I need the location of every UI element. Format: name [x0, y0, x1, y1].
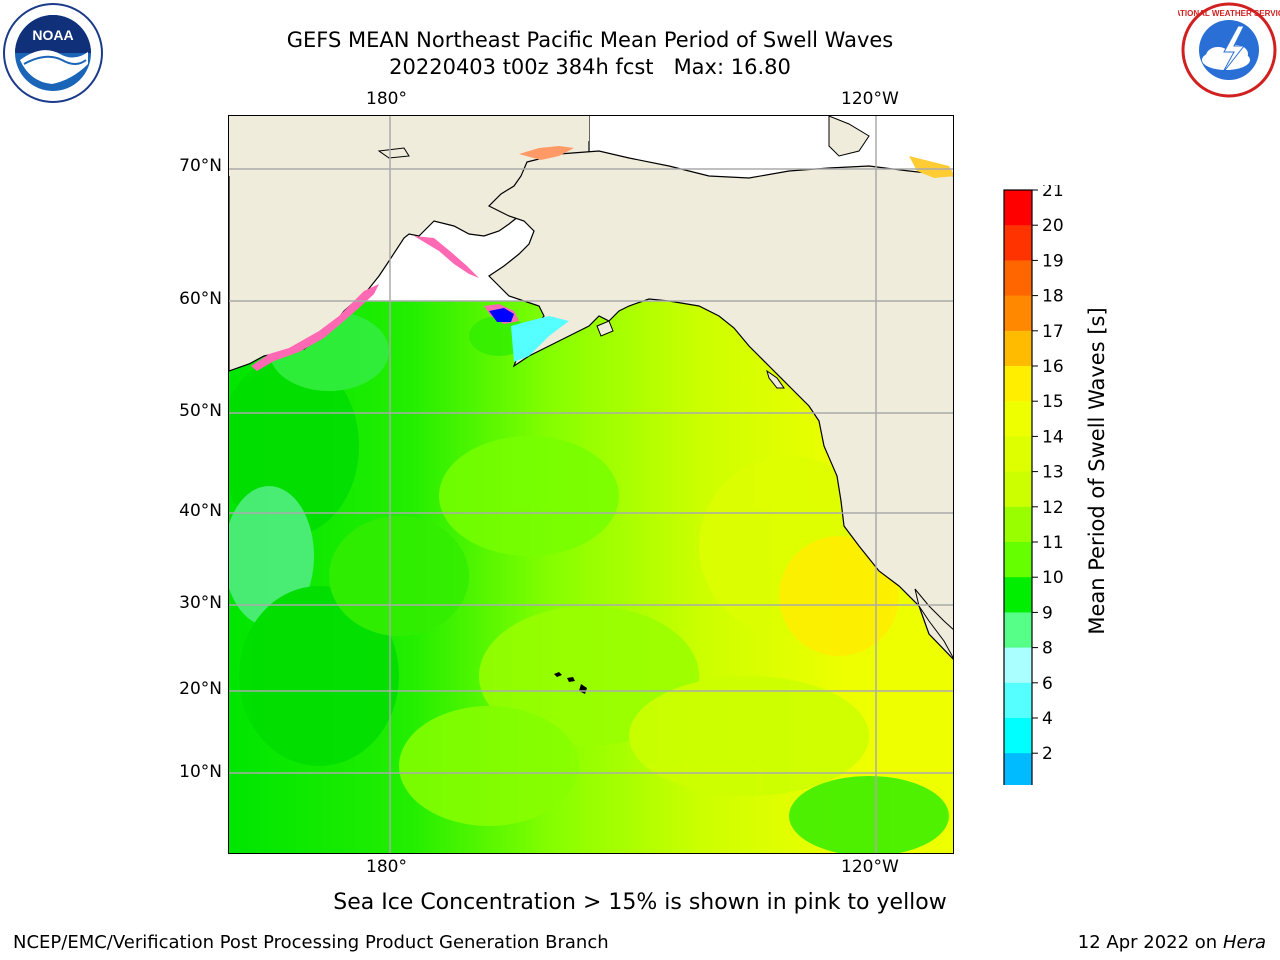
colorbar-bin	[1004, 577, 1032, 613]
colorbar-tick-label: 20	[1042, 216, 1064, 236]
colorbar-bin	[1004, 506, 1032, 543]
land-arctic-islands	[377, 116, 870, 159]
colorbar-label: Mean Period of Swell Waves [s]	[1085, 307, 1109, 635]
colorbar-tick-label: 13	[1042, 463, 1064, 483]
colorbar-bin	[1004, 682, 1032, 719]
lat-label-20n: 20°N	[179, 679, 222, 699]
lat-label-60n: 60°N	[179, 289, 222, 309]
sea-ice-note: Sea Ice Concentration > 15% is shown in …	[333, 890, 947, 915]
colorbar-tick-label: 16	[1042, 357, 1064, 377]
colorbar-bin	[1004, 612, 1032, 649]
swell-period-patches	[229, 311, 949, 853]
graticule	[229, 116, 953, 853]
colorbar-tick-label: 18	[1042, 287, 1064, 307]
colorbar-tick-label: 11	[1042, 533, 1064, 553]
colorbar-bin	[1004, 436, 1032, 473]
colorbar-tick-label: 15	[1042, 392, 1064, 412]
colorbar-bin	[1004, 330, 1032, 367]
colorbar-bin	[1004, 542, 1032, 578]
chart-title: GEFS MEAN Northeast Pacific Mean Period …	[286, 28, 894, 52]
colorbar-bin	[1004, 647, 1032, 684]
lat-label-40n: 40°N	[179, 501, 222, 521]
colorbar-tick-label: 6	[1042, 674, 1053, 694]
lat-label-30n: 30°N	[179, 593, 222, 613]
lat-label-50n: 50°N	[179, 401, 222, 421]
lon-label-top-180: 180°	[366, 89, 407, 109]
colorbar-bin	[1004, 471, 1032, 508]
colorbar-tick-label: 9	[1042, 603, 1053, 623]
lat-label-10n: 10°N	[179, 762, 222, 782]
colorbar-bin	[1004, 190, 1032, 226]
colorbar-tick-label: 4	[1042, 709, 1053, 729]
footer-date-text: 12 Apr 2022 on	[1077, 932, 1223, 953]
lat-label-70n: 70°N	[179, 156, 222, 176]
colorbar-bin	[1004, 225, 1032, 261]
colorbar-bin	[1004, 260, 1032, 297]
footer-date: 12 Apr 2022 on Hera	[1078, 932, 1266, 953]
colorbar-tick-label: 10	[1042, 568, 1064, 588]
footer-credit: NCEP/EMC/Verification Post Processing Pr…	[13, 932, 609, 953]
lon-label-bottom-180: 180°	[366, 857, 407, 877]
colorbar-bin	[1004, 366, 1032, 402]
lon-label-bottom-120w: 120°W	[841, 857, 899, 877]
colorbar-bin	[1004, 753, 1032, 789]
colorbar-bin	[1004, 718, 1032, 754]
footer-machine: Hera	[1222, 932, 1266, 953]
land-vancouver-island	[766, 369, 785, 389]
map-panel	[228, 115, 954, 854]
colorbar: 21 20 19 18 17 16 15 14 13 12 11 10 9 8 6 4 2	[1000, 181, 1140, 853]
land-chukotka-upper	[229, 116, 589, 218]
colorbar-tick-label: 14	[1042, 427, 1064, 447]
colorbar-tick-label: 12	[1042, 498, 1064, 518]
colorbar-bin	[1004, 295, 1032, 332]
land-hawaii	[554, 672, 587, 694]
lon-label-top-120w: 120°W	[841, 89, 899, 109]
national-weather-service-logo: NATIONAL WEATHER SERVICE	[1169, 2, 1280, 98]
colorbar-tick-label: 21	[1042, 185, 1064, 201]
colorbar-tick-label: 19	[1042, 251, 1064, 271]
noaa-logo-text: NOAA	[32, 27, 73, 43]
land-kodiak	[596, 320, 614, 337]
sea-ice-band	[251, 146, 953, 371]
chart-subtitle: 20220403 t00z 384h fcst Max: 16.80	[389, 55, 791, 79]
colorbar-tick-label: 2	[1042, 744, 1053, 764]
colorbar-tick-label: 8	[1042, 639, 1053, 659]
nws-logo-text: NATIONAL WEATHER SERVICE	[1178, 9, 1280, 18]
colorbar-bin	[1004, 401, 1032, 437]
noaa-logo: NOAA	[2, 2, 104, 104]
colorbar-tick-label: 17	[1042, 322, 1064, 342]
land-baja	[914, 588, 953, 659]
